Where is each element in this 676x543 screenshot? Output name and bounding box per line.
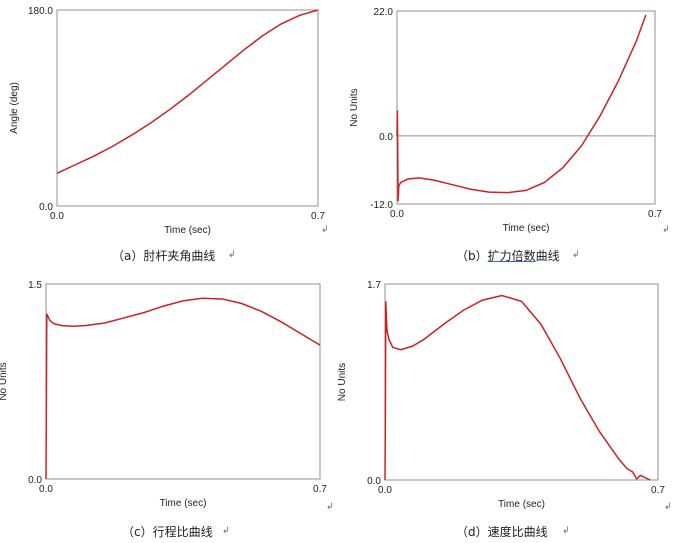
series-line <box>384 294 651 481</box>
x-tick-max: 0.7 <box>648 209 662 220</box>
caption-b: （b）扩力倍数曲线 <box>456 247 560 264</box>
caption-b-suffix: 曲线 <box>535 249 560 263</box>
y-tick-min: -12.0 <box>370 200 393 211</box>
y-axis-label: Angle (deg) <box>9 82 20 134</box>
x-axis-label: Time (sec) <box>164 225 211 236</box>
y-tick-max: 1.7 <box>367 280 381 291</box>
return-mark: ↲ <box>222 526 230 536</box>
return-mark: ↲ <box>572 250 580 260</box>
x-axis-label: Time (sec) <box>498 499 545 510</box>
x-tick-max: 0.7 <box>651 485 665 496</box>
plot-frame <box>56 9 319 207</box>
return-mark: ↲ <box>562 526 570 536</box>
y-tick-min: 0.0 <box>39 202 53 213</box>
caption-b-prefix: （b） <box>456 249 488 263</box>
return-mark: ↲ <box>664 502 672 512</box>
series-line <box>56 9 319 175</box>
caption-c: （c）行程比曲线 <box>122 525 213 539</box>
caption-b-underlined: 扩力倍数 <box>487 249 536 263</box>
x-tick-min: 0.0 <box>390 209 404 220</box>
plot-frame <box>396 10 656 205</box>
x-tick-min: 0.0 <box>50 211 64 222</box>
series-line <box>396 14 647 202</box>
return-mark: ↲ <box>321 225 329 235</box>
x-tick-max: 0.7 <box>313 484 327 495</box>
y-tick-max: 22.0 <box>374 7 394 18</box>
y-tick-zero: 0.0 <box>379 132 393 143</box>
y-axis-label: No Units <box>337 363 348 401</box>
x-tick-min: 0.0 <box>378 485 392 496</box>
x-tick-min: 0.0 <box>39 484 53 495</box>
caption-a: （a）肘杆夹角曲线 <box>112 249 216 263</box>
caption-d: （d）速度比曲线 <box>456 525 548 539</box>
return-mark: ↲ <box>326 502 334 512</box>
y-tick-max: 180.0 <box>28 6 53 17</box>
y-axis-label: No Units <box>0 362 9 400</box>
return-mark: ↲ <box>662 225 670 235</box>
return-mark: ↲ <box>228 250 236 260</box>
y-tick-min: 0.0 <box>367 476 381 487</box>
x-axis-label: Time (sec) <box>503 223 550 234</box>
y-axis-label: No Units <box>349 88 360 126</box>
x-axis-label: Time (sec) <box>160 498 207 509</box>
y-tick-max: 1.5 <box>28 280 42 291</box>
y-tick-min: 0.0 <box>28 475 42 486</box>
series-line <box>45 297 321 480</box>
x-tick-max: 0.7 <box>311 211 325 222</box>
plot-frame <box>384 283 659 481</box>
